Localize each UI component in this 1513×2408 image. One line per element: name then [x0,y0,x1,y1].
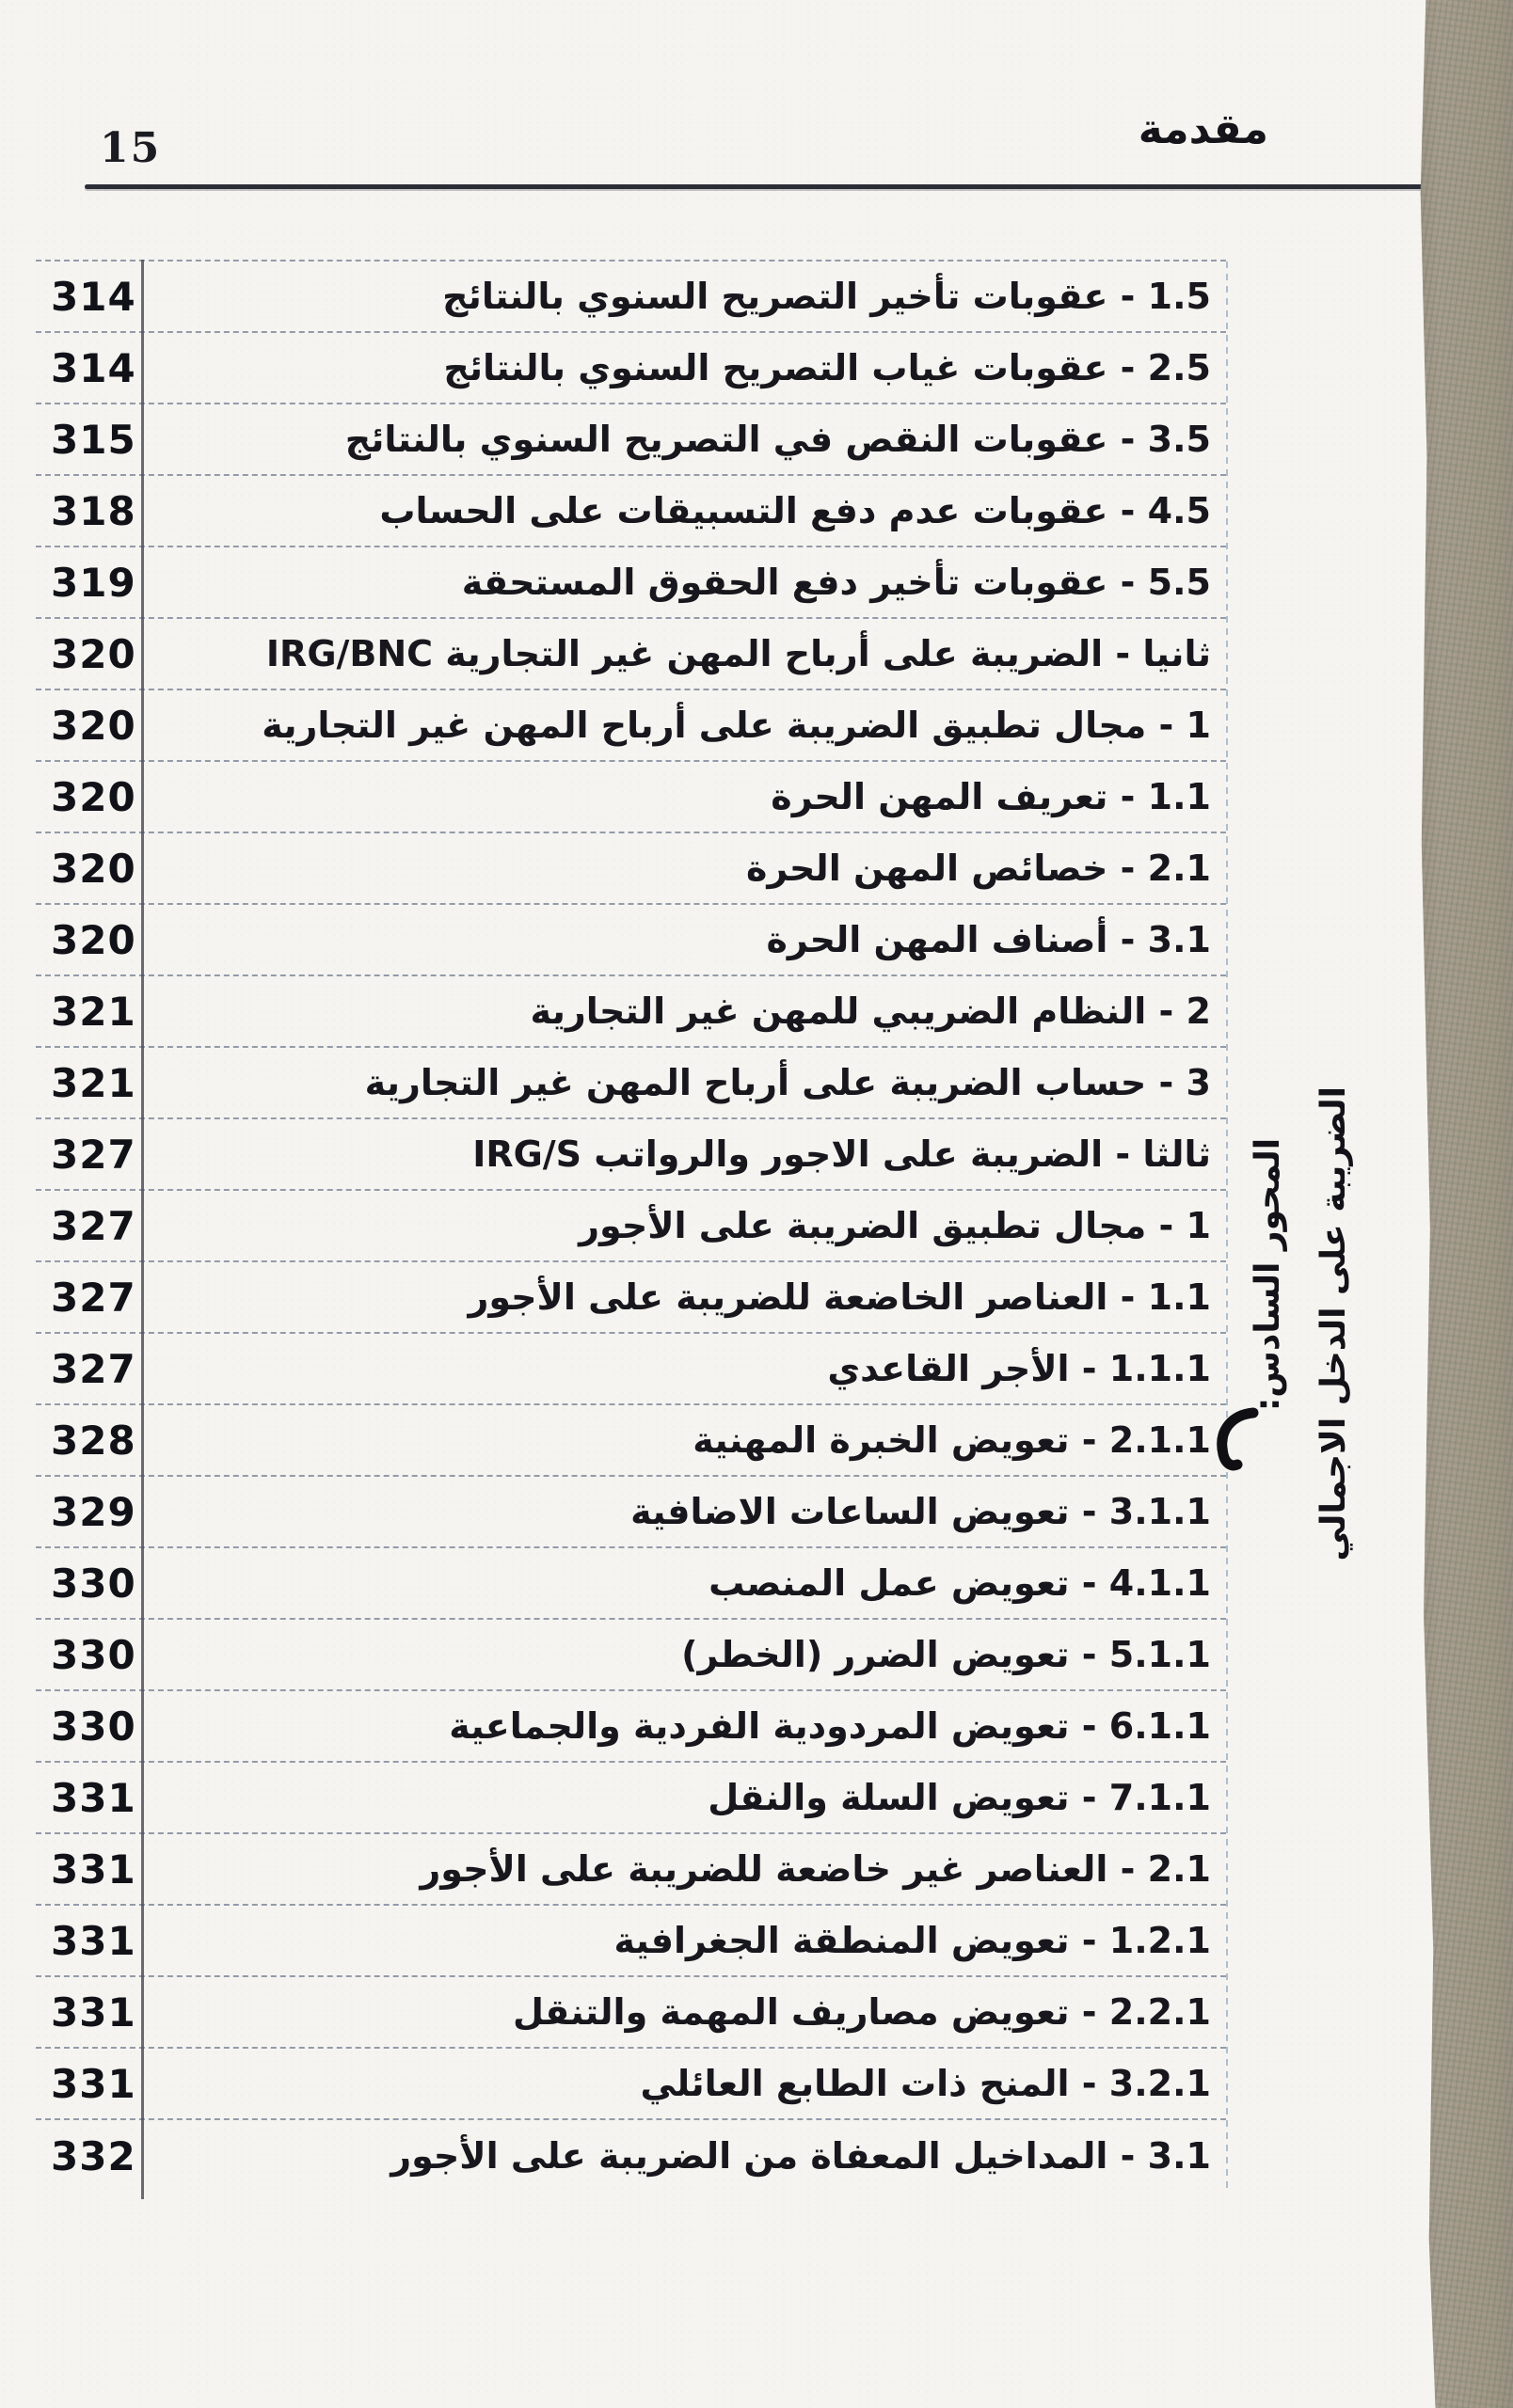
toc-row: 329 3.1.1 - تعويض الساعات الاضافية [36,1477,1226,1548]
toc-row: 327 1.1 - العناصر الخاضعة للضريبة على الأ… [36,1262,1226,1334]
toc-entry-label: 1.2.1 - تعويض المنطقة الجغرافية [613,1920,1211,1961]
toc-row: 331 1.2.1 - تعويض المنطقة الجغرافية [36,1906,1226,1977]
toc-entry-page: 327 [51,1202,136,1249]
toc-entry-page: 332 [51,2132,136,2179]
toc-entry-label: 3.5 - عقوبات النقص في التصريح السنوي بال… [344,419,1211,460]
toc-entry-label: 4.1.1 - تعويض عمل المنصب [709,1562,1211,1604]
toc-entry-label: 5.5 - عقوبات تأخير دفع الحقوق المستحقة [461,562,1211,603]
toc-entry-page: 320 [51,630,136,677]
toc-entry-page: 330 [51,1703,136,1750]
toc-entry-label: 3.1.1 - تعويض الساعات الاضافية [630,1491,1211,1532]
toc-entry-page: 314 [51,273,136,320]
toc-entry-page: 329 [51,1488,136,1535]
toc-row: 319 5.5 - عقوبات تأخير دفع الحقوق المستحق… [36,547,1226,619]
toc-row: 327 1 - مجال تطبيق الضريبة على الأجور [36,1191,1226,1262]
toc-entry-label: 6.1.1 - تعويض المردودية الفردية والجماعي… [449,1705,1211,1747]
toc-row: 320 1.1 - تعريف المهن الحرة [36,762,1226,833]
toc-entry-page: 321 [51,1059,136,1106]
toc-entry-label: 3.1 - المداخيل المعفاة من الضريبة على ال… [390,2135,1211,2177]
toc-row: 328 2.1.1 - تعويض الخبرة المهنية [36,1405,1226,1477]
toc-row: 314 1.5 - عقوبات تأخير التصريح السنوي بال… [36,261,1226,333]
toc-entry-page: 318 [51,487,136,534]
toc-entry-label: 1 - مجال تطبيق الضريبة على الأجور [579,1205,1211,1246]
toc-entry-label: 1.1 - تعريف المهن الحرة [771,776,1211,817]
page-number-column-divider [141,260,144,2199]
toc-entry-page: 320 [51,773,136,820]
toc-table-rows: 314 1.5 - عقوبات تأخير التصريح السنوي بال… [36,261,1226,2192]
toc-entry-page: 328 [51,1417,136,1464]
chapter-margin-note-subject: الضريبة على الدخل الاجمالي [1314,1086,1353,1561]
toc-entry-label: ثانيا - الضريبة على أرباح المهن غير التج… [265,633,1211,674]
toc-row: 320 2.1 - خصائص المهن الحرة [36,833,1226,905]
page-header-title: مقدمة [1138,105,1268,153]
toc-entry-label: 2.1 - العناصر غير خاضعة للضريبة على الأج… [420,1848,1211,1890]
toc-row: 331 2.1 - العناصر غير خاضعة للضريبة على ا… [36,1834,1226,1906]
toc-entry-label: 4.5 - عقوبات عدم دفع التسبيقات على الحسا… [379,490,1211,531]
toc-entry-page: 320 [51,845,136,892]
toc-entry-page: 314 [51,344,136,391]
toc-row: 331 3.2.1 - المنح ذات الطابع العائلي [36,2049,1226,2120]
toc-row: 331 2.2.1 - تعويض مصاريف المهمة والتنقل [36,1977,1226,2049]
toc-row: 327 ثالثا - الضريبة على الاجور والرواتب I… [36,1119,1226,1191]
handwritten-tick-mark [1206,1405,1261,1479]
header-rule [85,184,1438,189]
toc-row: 321 2 - النظام الضريبي للمهن غير التجارية [36,976,1226,1048]
toc-table: 314 1.5 - عقوبات تأخير التصريح السنوي بال… [36,260,1228,2199]
toc-entry-label: 3.2.1 - المنح ذات الطابع العائلي [640,2063,1211,2104]
toc-entry-label: 3.1 - أصناف المهن الحرة [766,919,1212,960]
toc-right-border [1226,261,1228,2192]
toc-entry-page: 327 [51,1345,136,1392]
toc-entry-label: 1.1 - العناصر الخاضعة للضريبة على الأجور [468,1276,1211,1318]
toc-entry-page: 331 [51,1917,136,1964]
toc-entry-label: 3 - حساب الضريبة على أرباح المهن غير الت… [364,1062,1211,1103]
toc-entry-page: 321 [51,988,136,1035]
toc-row: 314 2.5 - عقوبات غياب التصريح السنوي بالن… [36,333,1226,404]
page-number: 15 [100,124,162,172]
toc-entry-page: 315 [51,416,136,463]
toc-entry-label: 2 - النظام الضريبي للمهن غير التجارية [530,990,1211,1032]
toc-row: 332 3.1 - المداخيل المعفاة من الضريبة على… [36,2120,1226,2192]
toc-entry-page: 319 [51,559,136,606]
toc-entry-page: 327 [51,1274,136,1321]
toc-entry-label: ثالثا - الضريبة على الاجور والرواتب IRG/… [472,1133,1211,1175]
toc-row: 320 ثانيا - الضريبة على أرباح المهن غير ا… [36,619,1226,690]
toc-row: 315 3.5 - عقوبات النقص في التصريح السنوي … [36,404,1226,476]
toc-entry-label: 2.1 - خصائص المهن الحرة [745,848,1211,889]
toc-entry-page: 330 [51,1560,136,1607]
toc-entry-page: 331 [51,1774,136,1821]
toc-row: 321 3 - حساب الضريبة على أرباح المهن غير … [36,1048,1226,1119]
toc-entry-page: 331 [51,2060,136,2107]
toc-entry-page: 330 [51,1631,136,1678]
toc-entry-page: 331 [51,1846,136,1893]
toc-row: 330 5.1.1 - تعويض الضرر (الخطر) [36,1620,1226,1691]
toc-entry-label: 2.2.1 - تعويض مصاريف المهمة والتنقل [513,1991,1211,2033]
toc-entry-label: 2.1.1 - تعويض الخبرة المهنية [693,1419,1211,1461]
toc-entry-label: 5.1.1 - تعويض الضرر (الخطر) [681,1634,1211,1675]
toc-row: 330 4.1.1 - تعويض عمل المنصب [36,1548,1226,1620]
toc-entry-page: 327 [51,1131,136,1178]
toc-row: 320 1 - مجال تطبيق الضريبة على أرباح المه… [36,690,1226,762]
toc-entry-page: 320 [51,916,136,963]
toc-row: 327 1.1.1 - الأجر القاعدي [36,1334,1226,1405]
toc-row: 320 3.1 - أصناف المهن الحرة [36,905,1226,976]
toc-entry-label: 1.1.1 - الأجر القاعدي [827,1348,1211,1389]
toc-entry-label: 1.5 - عقوبات تأخير التصريح السنوي بالنتا… [442,276,1211,317]
toc-row: 330 6.1.1 - تعويض المردودية الفردية والجم… [36,1691,1226,1763]
toc-entry-label: 2.5 - عقوبات غياب التصريح السنوي بالنتائ… [443,347,1211,388]
toc-entry-page: 320 [51,702,136,749]
toc-row: 331 7.1.1 - تعويض السلة والنقل [36,1763,1226,1834]
toc-entry-label: 7.1.1 - تعويض السلة والنقل [708,1777,1211,1818]
book-edge-strip [1420,0,1513,2408]
pen-tick-icon [1217,1407,1259,1471]
toc-entry-page: 331 [51,1988,136,2036]
toc-row: 318 4.5 - عقوبات عدم دفع التسبيقات على ال… [36,476,1226,547]
toc-entry-label: 1 - مجال تطبيق الضريبة على أرباح المهن غ… [262,705,1211,746]
